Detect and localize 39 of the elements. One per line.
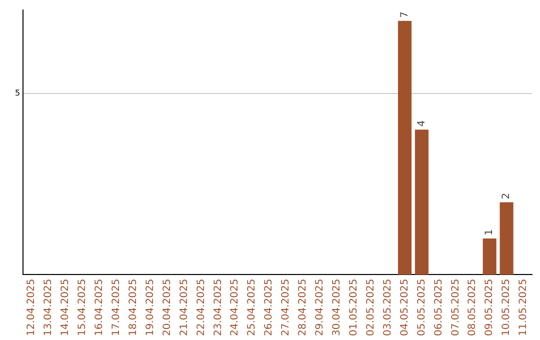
x-tick-label: 25.04.2025 xyxy=(246,278,258,336)
x-tick-label: 20.04.2025 xyxy=(162,278,173,336)
x-tick-label: 18.04.2025 xyxy=(128,278,139,336)
x-tick-label: 08.05.2025 xyxy=(467,278,478,336)
x-tick-label: 09.05.2025 xyxy=(484,278,496,336)
bar xyxy=(500,202,514,275)
x-tick-label: 30.04.2025 xyxy=(332,278,343,336)
x-tick-label: 29.04.2025 xyxy=(314,278,326,336)
x-tick-label: 03.05.2025 xyxy=(382,278,394,336)
x-tick-label: 04.05.2025 xyxy=(399,278,410,336)
x-tick-label: 10.05.2025 xyxy=(501,278,512,336)
x-tick-label: 15.04.2025 xyxy=(77,278,88,336)
x-tick-label: 06.05.2025 xyxy=(433,278,444,336)
data-label: 4 xyxy=(416,120,428,127)
x-tick-label: 07.05.2025 xyxy=(450,278,462,336)
data-label: 2 xyxy=(501,192,512,200)
x-tick-label: 14.04.2025 xyxy=(60,278,72,336)
x-tick-label: 16.04.2025 xyxy=(94,278,106,336)
data-label: 7 xyxy=(399,12,410,18)
bar xyxy=(414,130,429,275)
x-tick-label: 28.04.2025 xyxy=(298,278,309,336)
bar xyxy=(398,20,412,275)
x-tick-label: 27.04.2025 xyxy=(280,278,292,336)
x-tick-label: 26.04.2025 xyxy=(264,278,275,336)
x-tick-label: 17.04.2025 xyxy=(110,278,122,336)
x-tick-label: 12.04.2025 xyxy=(26,278,38,336)
x-tick-label: 05.05.2025 xyxy=(416,278,428,336)
y-tick-label: 5 xyxy=(14,88,20,98)
x-tick-label: 21.04.2025 xyxy=(178,278,190,336)
x-tick-label: 24.04.2025 xyxy=(230,278,241,336)
data-label: 1 xyxy=(484,229,496,236)
x-tick-label: 11.05.2025 xyxy=(518,278,530,336)
x-tick-label: 22.04.2025 xyxy=(196,278,207,336)
x-tick-label: 01.05.2025 xyxy=(348,278,360,336)
bar xyxy=(482,238,496,275)
x-tick-label: 23.04.2025 xyxy=(212,278,224,336)
x-tick-label: 19.04.2025 xyxy=(144,278,156,336)
x-tick-label: 02.05.2025 xyxy=(365,278,376,336)
x-tick-label: 13.04.2025 xyxy=(43,278,54,336)
